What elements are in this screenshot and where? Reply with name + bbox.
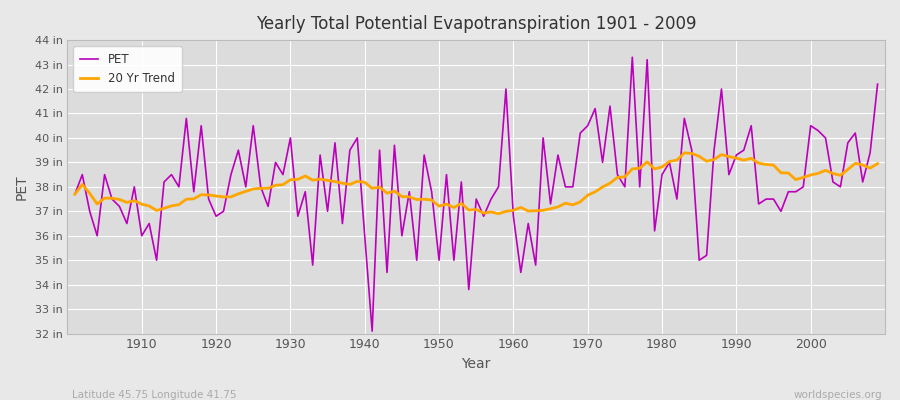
PET xyxy=(292,214,303,218)
PET xyxy=(605,104,616,108)
Y-axis label: PET: PET xyxy=(15,174,29,200)
PET xyxy=(872,82,883,86)
20 Yr Trend xyxy=(508,208,518,213)
20 Yr Trend xyxy=(337,181,347,186)
20 Yr Trend xyxy=(516,205,526,210)
X-axis label: Year: Year xyxy=(462,357,490,371)
Text: worldspecies.org: worldspecies.org xyxy=(794,390,882,400)
Legend: PET, 20 Yr Trend: PET, 20 Yr Trend xyxy=(73,46,182,92)
20 Yr Trend xyxy=(129,198,140,203)
20 Yr Trend xyxy=(872,161,883,166)
Text: Latitude 45.75 Longitude 41.75: Latitude 45.75 Longitude 41.75 xyxy=(72,390,237,400)
20 Yr Trend xyxy=(493,211,504,216)
PET xyxy=(627,55,638,60)
PET xyxy=(367,329,378,334)
20 Yr Trend xyxy=(679,150,689,155)
20 Yr Trend xyxy=(605,181,616,186)
Line: 20 Yr Trend: 20 Yr Trend xyxy=(75,153,878,214)
PET xyxy=(337,221,347,226)
PET xyxy=(129,184,140,189)
Title: Yearly Total Potential Evapotranspiration 1901 - 2009: Yearly Total Potential Evapotranspiratio… xyxy=(256,15,697,33)
PET xyxy=(508,214,518,218)
PET xyxy=(69,192,80,196)
Line: PET: PET xyxy=(75,57,878,331)
PET xyxy=(516,270,526,275)
20 Yr Trend xyxy=(69,192,80,196)
20 Yr Trend xyxy=(292,177,303,182)
